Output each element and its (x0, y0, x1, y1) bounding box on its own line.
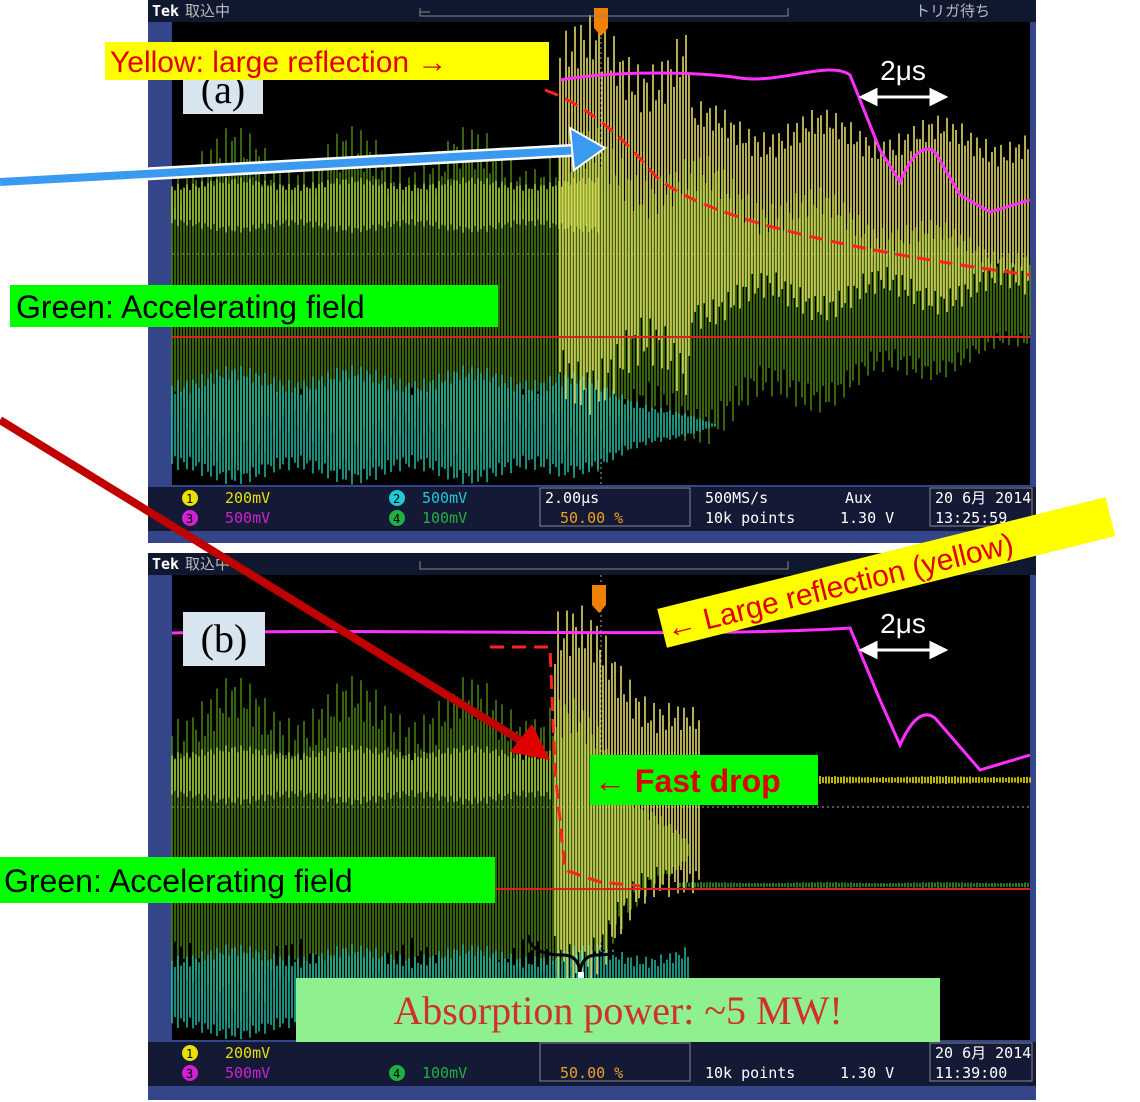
waveform (559, 68, 1031, 214)
trigger-pos: 50.00 % (560, 509, 623, 527)
ch-scale: 200mV (225, 1044, 270, 1062)
annotation-box (10, 285, 498, 327)
annotation-box (296, 978, 940, 1042)
acq-status: 取込中 (185, 2, 230, 20)
status-bar (148, 1042, 1036, 1086)
brand: Tek (152, 2, 179, 20)
ch-num: 1 (186, 1047, 193, 1061)
date: 20 6月 2014 (935, 1044, 1031, 1062)
ch-badge (182, 1045, 198, 1061)
ch-badge (389, 1065, 405, 1081)
time-box (539, 487, 691, 527)
label-box (183, 612, 265, 666)
ch-badge (182, 1065, 198, 1081)
time: 13:25:59 (935, 509, 1007, 527)
annotation: Absorption power: ~5 MW! (393, 988, 842, 1033)
annotation-box (657, 497, 1116, 648)
ch-scale: 500mV (225, 1064, 270, 1082)
status-bar (148, 487, 1036, 531)
trigger-source: Aux (845, 489, 872, 507)
trigger-marker (594, 8, 608, 36)
ch-scale: 500mV (422, 489, 467, 507)
ch-num: 1 (186, 492, 193, 506)
ch-badge (389, 510, 405, 526)
ch-num: 3 (186, 1067, 193, 1081)
time: 11:39:00 (935, 1064, 1007, 1082)
trigger-marker (592, 585, 606, 613)
waveform (544, 88, 1031, 277)
red-arrow (0, 416, 531, 749)
date-box (929, 1042, 1033, 1082)
record-length: 10k points (705, 1064, 795, 1082)
ch-badge (182, 490, 198, 506)
trigger-status: トリガ待ち (915, 2, 990, 20)
status-b: 1 200mV 3 500mV 4 100mV 50.00 % 10k poin… (182, 1042, 1033, 1082)
time-box (539, 1042, 691, 1082)
trigger-level: 1.30 V (840, 1064, 894, 1082)
brand: Tek (152, 555, 179, 573)
scope-header (148, 553, 1036, 575)
waveform (171, 177, 599, 233)
ch-scale: 200mV (225, 489, 270, 507)
record-bracket (419, 561, 789, 570)
time-marker: 2μs (880, 608, 926, 639)
ch-scale: 500mV (225, 509, 270, 527)
arrow-head (510, 724, 550, 760)
time-arrow (858, 87, 949, 107)
time-arrow (858, 640, 949, 660)
time-marker: 2μs (880, 55, 926, 86)
trigger-pos: 50.00 % (560, 1064, 623, 1082)
ch-badge (182, 510, 198, 526)
record-length: 10k points (705, 509, 795, 527)
waveform (559, 15, 1029, 415)
annotation: ← Fast drop (594, 763, 781, 799)
blue-arrow (0, 146, 581, 186)
ch-num: 3 (186, 512, 193, 526)
annotation-box (105, 42, 549, 80)
annotation: Green: Accelerating field (4, 863, 353, 899)
scope-header (148, 0, 1036, 22)
date: 20 6月 2014 (935, 489, 1031, 507)
waveform (171, 676, 689, 1024)
panel-label: (b) (201, 616, 248, 661)
annotation-box (590, 755, 818, 805)
ch-num: 4 (393, 512, 400, 526)
waveform (679, 882, 1029, 888)
waveform (490, 645, 641, 888)
arrow-head (568, 126, 607, 172)
acq-status: 取込中 (185, 555, 230, 573)
timebase: 2.00μs (545, 489, 599, 507)
waveform (171, 365, 716, 485)
waveform (171, 745, 551, 805)
sample-rate: 500MS/s (705, 489, 768, 507)
ch-badge (389, 490, 405, 506)
annotation: Green: Accelerating field (16, 289, 365, 325)
brace-stem (578, 972, 584, 982)
annotation: Yellow: large reflection → (110, 46, 447, 79)
status-a: 1 200mV 3 500mV 2 500mV 4 100mV 2.00μs 5… (182, 487, 1033, 527)
ch-scale: 100mV (422, 509, 467, 527)
ch-num: 2 (393, 492, 400, 506)
trigger-level: 1.30 V (840, 509, 894, 527)
date-box (929, 487, 1033, 527)
ch-num: 4 (393, 1067, 400, 1081)
record-bracket (419, 8, 789, 17)
header-b: Tek 取込中 (152, 555, 789, 573)
header-a: Tek 取込中 トリガ待ち (152, 2, 990, 20)
ch-scale: 100mV (422, 1064, 467, 1082)
annotation-box (0, 857, 495, 903)
